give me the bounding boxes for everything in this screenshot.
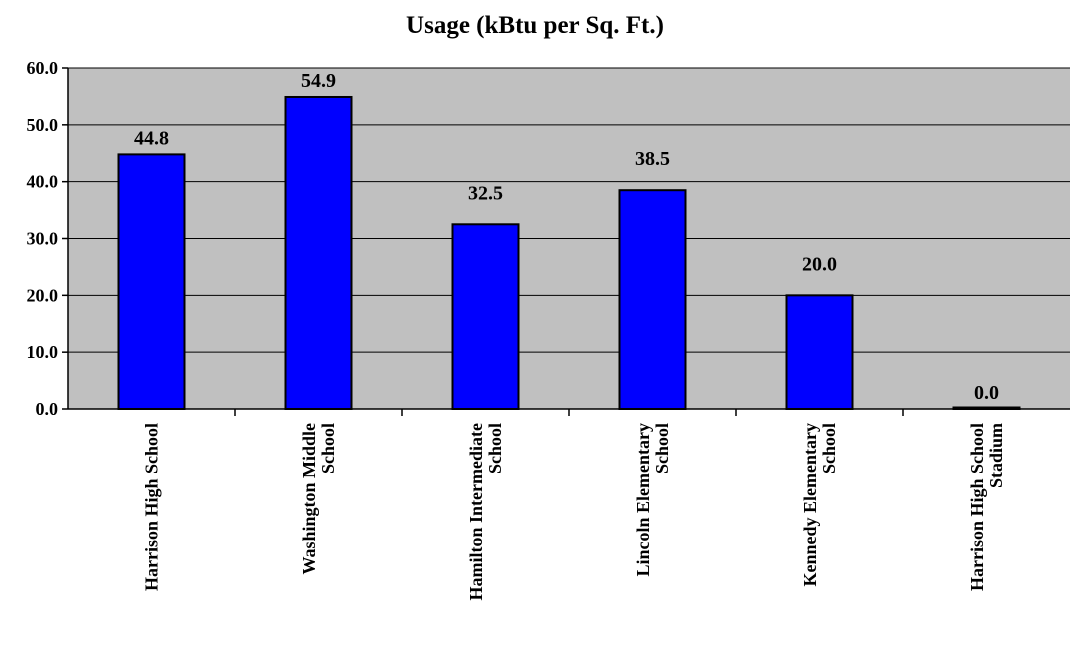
labels: 0.0 10.0 20.0 30.0 40.0 50.0 60.0 44.8 Harrison … bbox=[27, 58, 1007, 600]
gridlines bbox=[68, 67, 1070, 353]
x-category-label-line: Stadium bbox=[986, 423, 1006, 488]
x-category-label: Lincoln Elementary School bbox=[633, 423, 672, 577]
x-category-label-line: Harrison High School bbox=[967, 423, 987, 591]
data-label: 32.5 bbox=[468, 182, 503, 204]
data-label: 54.9 bbox=[301, 70, 336, 92]
y-tick-label: 50.0 bbox=[27, 115, 59, 135]
bar bbox=[117, 153, 186, 410]
bar bbox=[284, 95, 353, 411]
data-label: 38.5 bbox=[635, 148, 670, 170]
bars bbox=[117, 95, 1021, 411]
x-category-label: Harrison High School bbox=[142, 423, 162, 591]
bar bbox=[451, 223, 520, 410]
x-category-label-line: School bbox=[485, 423, 505, 474]
y-tick-label: 20.0 bbox=[27, 285, 59, 305]
y-tick-label: 60.0 bbox=[27, 58, 59, 78]
x-category-label-line: School bbox=[318, 423, 338, 474]
x-category-label-line: Hamilton Intermediate bbox=[466, 423, 486, 600]
x-category-label-line: Lincoln Elementary bbox=[633, 423, 653, 577]
x-category-label: Harrison High School Stadium bbox=[967, 423, 1006, 591]
data-label: 20.0 bbox=[802, 253, 837, 275]
chart-title: Usage (kBtu per Sq. Ft.) bbox=[406, 12, 664, 39]
data-label: 44.8 bbox=[134, 127, 169, 149]
x-category-label-line: Kennedy Elementary bbox=[800, 423, 820, 587]
axes bbox=[62, 67, 1070, 416]
y-tick-label: 10.0 bbox=[27, 342, 59, 362]
y-tick-label: 40.0 bbox=[27, 172, 59, 192]
x-category-label-line: School bbox=[819, 423, 839, 474]
x-category-label: Washington Middle School bbox=[299, 423, 338, 575]
x-category-label-line: Harrison High School bbox=[142, 423, 162, 591]
bar bbox=[618, 189, 687, 410]
data-label: 0.0 bbox=[974, 382, 999, 404]
x-category-label-line: Washington Middle bbox=[299, 423, 319, 575]
y-tick-label: 30.0 bbox=[27, 229, 59, 249]
bar bbox=[785, 294, 854, 411]
y-tick-label: 0.0 bbox=[36, 399, 59, 419]
x-category-label: Kennedy Elementary School bbox=[800, 423, 839, 587]
x-category-label-line: School bbox=[652, 423, 672, 474]
x-category-label: Hamilton Intermediate School bbox=[466, 423, 505, 600]
